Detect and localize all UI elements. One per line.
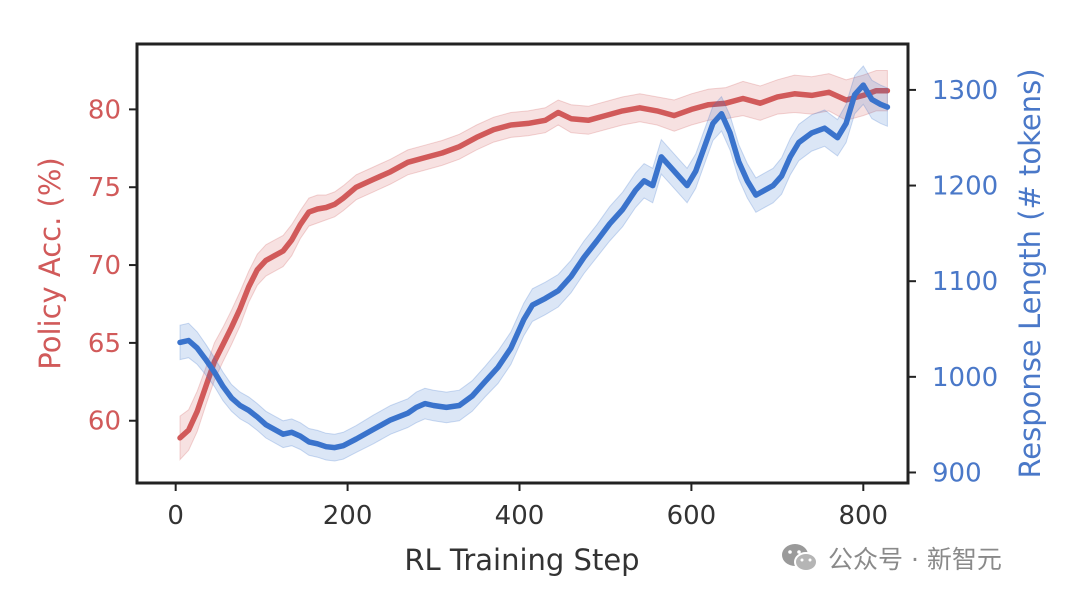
- series-right-band: [179, 65, 888, 462]
- y-axis-right: 900 1000 1100 1200 1300: [908, 76, 998, 488]
- x-tick-label: 400: [495, 501, 545, 531]
- y-axis-right-title: Response Length (# tokens): [1013, 68, 1047, 478]
- series-left-band: [179, 70, 888, 461]
- y-axis-left: 60 65 70 75 80: [88, 95, 137, 437]
- wechat-icon: [782, 544, 818, 572]
- plot-frame: [135, 42, 910, 485]
- x-axis: 0 200 400 600 800: [167, 483, 888, 531]
- x-tick-label: 0: [167, 501, 184, 531]
- y-left-tick-label: 80: [88, 95, 121, 125]
- watermark: 公众号 · 新智元: [780, 536, 1002, 580]
- y-left-tick-label: 65: [88, 329, 121, 359]
- series-left-line: [177, 87, 891, 441]
- x-axis-title: RL Training Step: [404, 543, 639, 577]
- x-tick-label: 600: [667, 501, 717, 531]
- y-left-tick-label: 75: [88, 173, 121, 203]
- y-right-tick-label: 1000: [932, 363, 998, 393]
- y-axis-left-title: Policy Acc. (%): [33, 157, 67, 369]
- y-left-tick-label: 70: [88, 251, 121, 281]
- series-right-line: [177, 82, 891, 451]
- watermark-text: 公众号 · 新智元: [828, 545, 1002, 574]
- y-right-tick-label: 1200: [932, 172, 998, 202]
- plot-area: [177, 65, 891, 462]
- y-right-tick-label: 1100: [932, 267, 998, 297]
- y-right-tick-label: 1300: [932, 76, 998, 106]
- x-tick-label: 800: [838, 501, 888, 531]
- x-tick-label: 200: [323, 501, 373, 531]
- y-left-tick-label: 60: [88, 407, 121, 437]
- y-right-tick-label: 900: [932, 458, 982, 488]
